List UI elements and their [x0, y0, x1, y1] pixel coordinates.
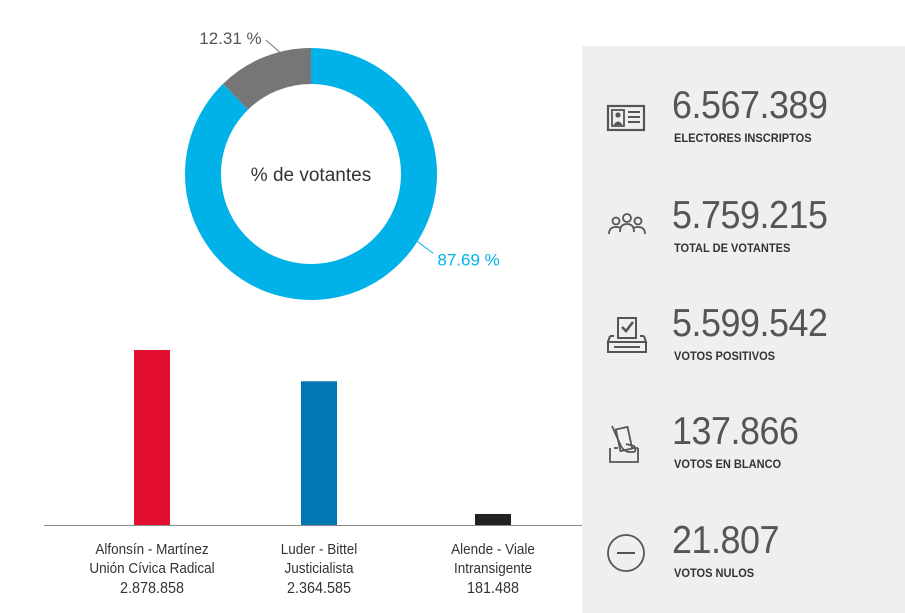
leader-line [417, 241, 434, 254]
slice-label: 87.69 % [437, 251, 499, 270]
people-icon [604, 206, 650, 248]
slice-label: 12.31 % [199, 29, 261, 48]
stat-positivos: 5.599.542 VOTOS POSITIVOS [582, 302, 905, 382]
candidate-label-alfonsin: Alfonsín - Martínez Unión Cívica Radical… [67, 540, 238, 598]
candidate-names: Alfonsín - Martínez [95, 541, 209, 558]
stat-value: 5.759.215 [672, 194, 828, 237]
candidate-names: Luder - Bittel [280, 541, 358, 558]
stat-label: VOTOS NULOS [674, 566, 755, 580]
blank-vote-icon [604, 422, 650, 464]
stat-label: ELECTORES INSCRIPTOS [674, 131, 812, 145]
bar [301, 381, 337, 525]
stat-votantes: 5.759.215 TOTAL DE VOTANTES [582, 194, 905, 274]
candidate-party: Unión Cívica Radical [89, 560, 215, 577]
candidate-party: Justicialista [284, 560, 354, 577]
stat-value: 5.599.542 [672, 302, 828, 345]
candidate-label-alende: Alende - Viale Intransigente 181.488 [408, 540, 579, 598]
charts-area: % de votantes 87.69 % 12.31 % Alfonsín - M… [44, 29, 585, 598]
chart-canvas: % de votantes 87.69 % 12.31 % [44, 29, 585, 526]
stat-blanco: 137.866 VOTOS EN BLANCO [582, 410, 905, 490]
stat-label: VOTOS EN BLANCO [674, 457, 782, 471]
leader-line [265, 39, 280, 53]
stat-nulos: 21.807 VOTOS NULOS [582, 519, 905, 599]
stat-label: VOTOS POSITIVOS [674, 349, 776, 363]
donut-slice [222, 48, 311, 110]
bar [475, 513, 511, 525]
stat-value: 6.567.389 [672, 84, 828, 127]
candidate-party: Intransigente [453, 560, 533, 577]
candidate-label-luder: Luder - Bittel Justicialista 2.364.585 [234, 540, 405, 598]
candidate-votes: 181.488 [466, 580, 520, 597]
ballot-box-icon [604, 314, 650, 356]
bar [134, 350, 170, 525]
stats-panel: 6.567.389 ELECTORES INSCRIPTOS 5.759.215… [582, 46, 905, 613]
candidate-names: Alende - Viale [451, 541, 535, 558]
null-vote-icon [604, 531, 650, 573]
stat-value: 21.807 [672, 519, 779, 562]
donut-center-title: % de votantes [251, 165, 371, 186]
candidate-votes: 2.364.585 [286, 580, 352, 597]
id-card-icon [604, 96, 650, 138]
stat-label: TOTAL DE VOTANTES [674, 241, 791, 255]
candidate-votes: 2.878.858 [119, 580, 185, 597]
stat-value: 137.866 [672, 410, 799, 453]
stat-electores: 6.567.389 ELECTORES INSCRIPTOS [582, 84, 905, 164]
